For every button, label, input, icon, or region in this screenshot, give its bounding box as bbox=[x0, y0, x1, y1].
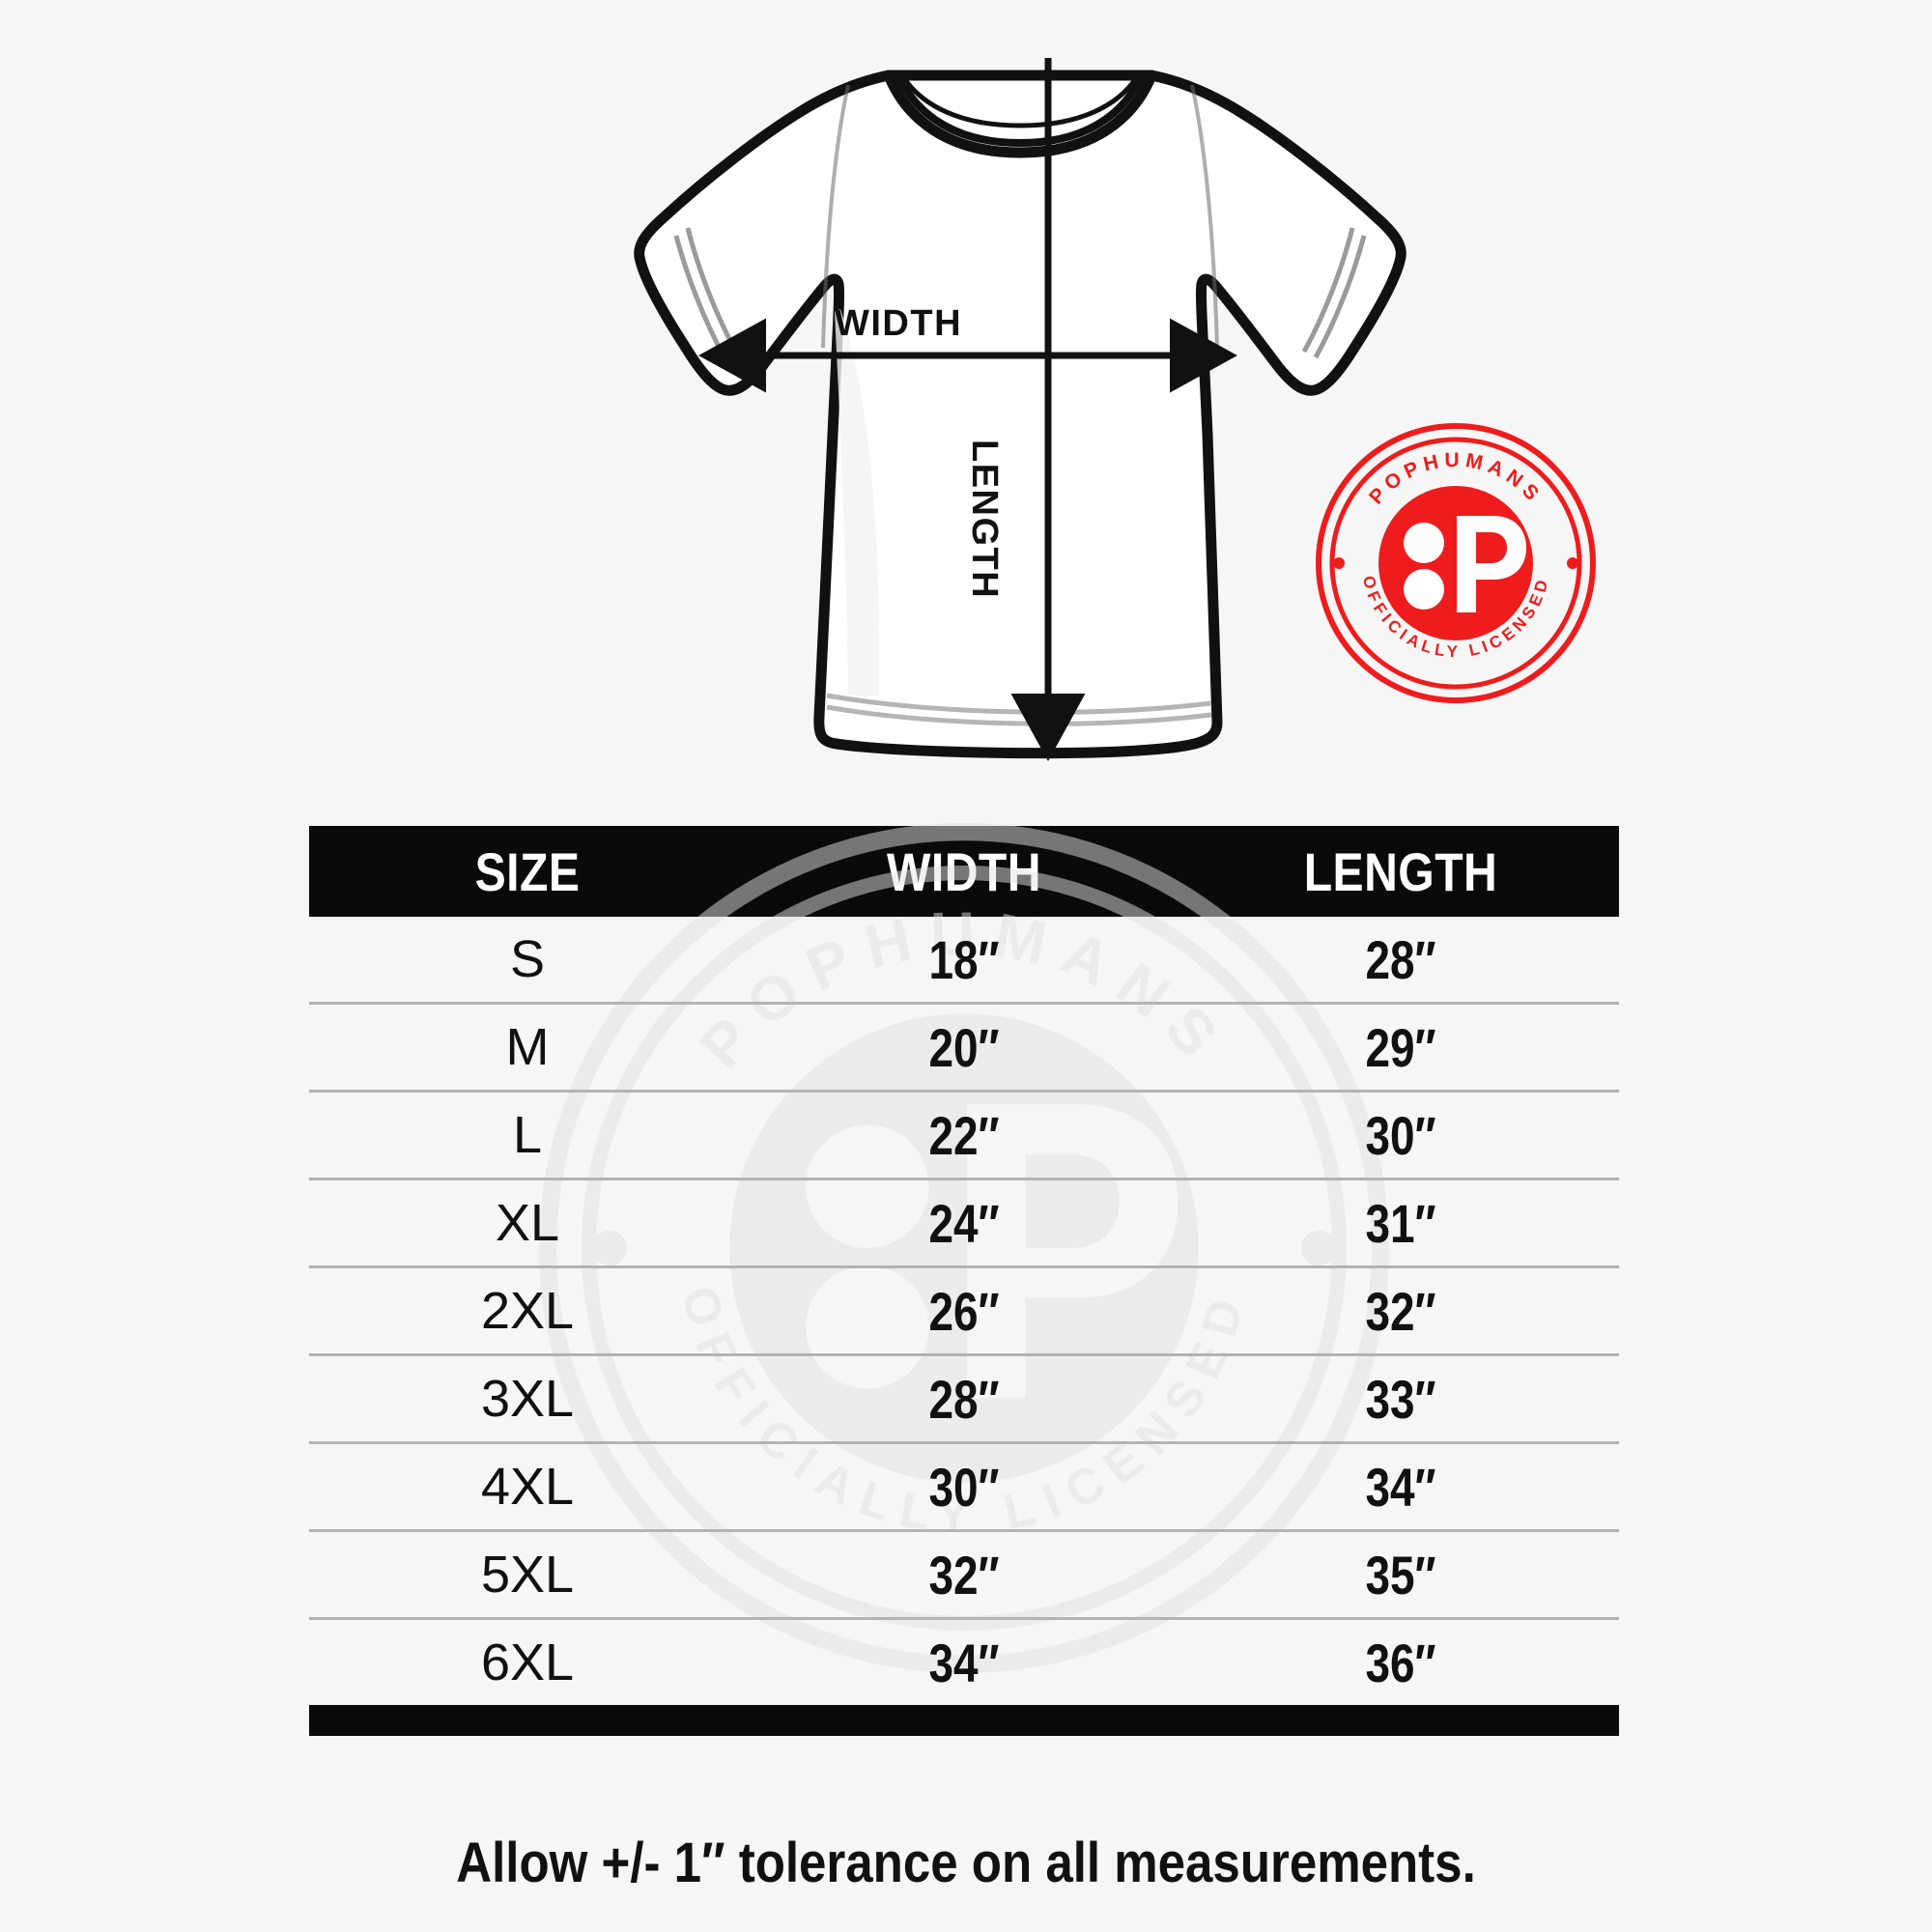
column-header-length: LENGTH bbox=[1303, 840, 1498, 902]
length-dimension-label: LENGTH bbox=[964, 440, 1005, 600]
table-row: S 18″ 28″ bbox=[309, 917, 1619, 1005]
cell-size: L bbox=[512, 1106, 543, 1164]
size-chart-table: SIZE WIDTH LENGTH POPHUMANS bbox=[309, 822, 1619, 1736]
cell-length: 31″ bbox=[1365, 1192, 1436, 1254]
table-footer-bar bbox=[309, 1705, 1619, 1736]
cell-width: 30″ bbox=[928, 1456, 1000, 1518]
cell-length: 30″ bbox=[1365, 1104, 1436, 1166]
cell-length: 36″ bbox=[1365, 1632, 1436, 1693]
badge-dot-left bbox=[1333, 557, 1345, 569]
pophumans-logo-badge: POPHUMANS OFFICIALLY LICENSED bbox=[1316, 423, 1596, 703]
cell-width: 28″ bbox=[928, 1368, 1000, 1430]
table-header-row: SIZE WIDTH LENGTH bbox=[309, 826, 1619, 917]
monogram-dot-lower bbox=[1404, 569, 1444, 610]
cell-length: 35″ bbox=[1365, 1544, 1436, 1605]
table-row: 3XL 28″ 33″ bbox=[309, 1356, 1619, 1444]
cell-size: 3XL bbox=[480, 1370, 575, 1428]
cell-length: 33″ bbox=[1365, 1368, 1436, 1430]
cell-length: 32″ bbox=[1365, 1280, 1436, 1342]
table-row: XL 24″ 31″ bbox=[309, 1180, 1619, 1268]
cell-size: 4XL bbox=[480, 1458, 575, 1516]
cell-width: 20″ bbox=[928, 1016, 1000, 1078]
cell-size: S bbox=[509, 930, 545, 988]
badge-dot-right bbox=[1567, 557, 1578, 569]
monogram-dot-upper bbox=[1404, 523, 1444, 563]
column-header-width: WIDTH bbox=[886, 840, 1041, 902]
cell-width: 34″ bbox=[928, 1632, 1000, 1693]
cell-size: 2XL bbox=[480, 1282, 575, 1340]
table-row: 2XL 26″ 32″ bbox=[309, 1268, 1619, 1356]
cell-size: XL bbox=[495, 1194, 560, 1252]
table-row: 4XL 30″ 34″ bbox=[309, 1444, 1619, 1532]
cell-size: M bbox=[505, 1018, 550, 1076]
cell-width: 24″ bbox=[928, 1192, 1000, 1254]
cell-width: 26″ bbox=[928, 1280, 1000, 1342]
cell-width: 18″ bbox=[928, 928, 1000, 990]
cell-size: 5XL bbox=[480, 1546, 575, 1604]
garment-illustration: WIDTH LENGTH POPHUMANS bbox=[0, 0, 1932, 821]
column-header-size: SIZE bbox=[474, 840, 581, 902]
measurement-arrows bbox=[698, 58, 1237, 761]
cell-width: 32″ bbox=[928, 1544, 1000, 1605]
cell-length: 28″ bbox=[1365, 928, 1436, 990]
cell-length: 29″ bbox=[1365, 1016, 1436, 1078]
badge-outer-ring bbox=[1316, 423, 1596, 703]
cell-length: 34″ bbox=[1365, 1456, 1436, 1518]
table-row: L 22″ 30″ bbox=[309, 1093, 1619, 1180]
table-body: POPHUMANS OFFICIALLY LICENSED S 18″ 28″ … bbox=[309, 822, 1619, 1705]
width-dimension-label: WIDTH bbox=[835, 303, 963, 344]
badge-inner-ring bbox=[1329, 437, 1582, 690]
tolerance-note: Allow +/- 1″ tolerance on all measuremen… bbox=[456, 1832, 1476, 1894]
cell-size: 6XL bbox=[480, 1634, 575, 1691]
cell-width: 22″ bbox=[928, 1104, 1000, 1166]
table-row: 6XL 34″ 36″ bbox=[309, 1620, 1619, 1705]
tshirt-technical-drawing bbox=[634, 70, 1406, 759]
table-row: 5XL 32″ 35″ bbox=[309, 1532, 1619, 1620]
table-row: M 20″ 29″ bbox=[309, 1005, 1619, 1093]
monogram-letter-p bbox=[1457, 516, 1526, 612]
